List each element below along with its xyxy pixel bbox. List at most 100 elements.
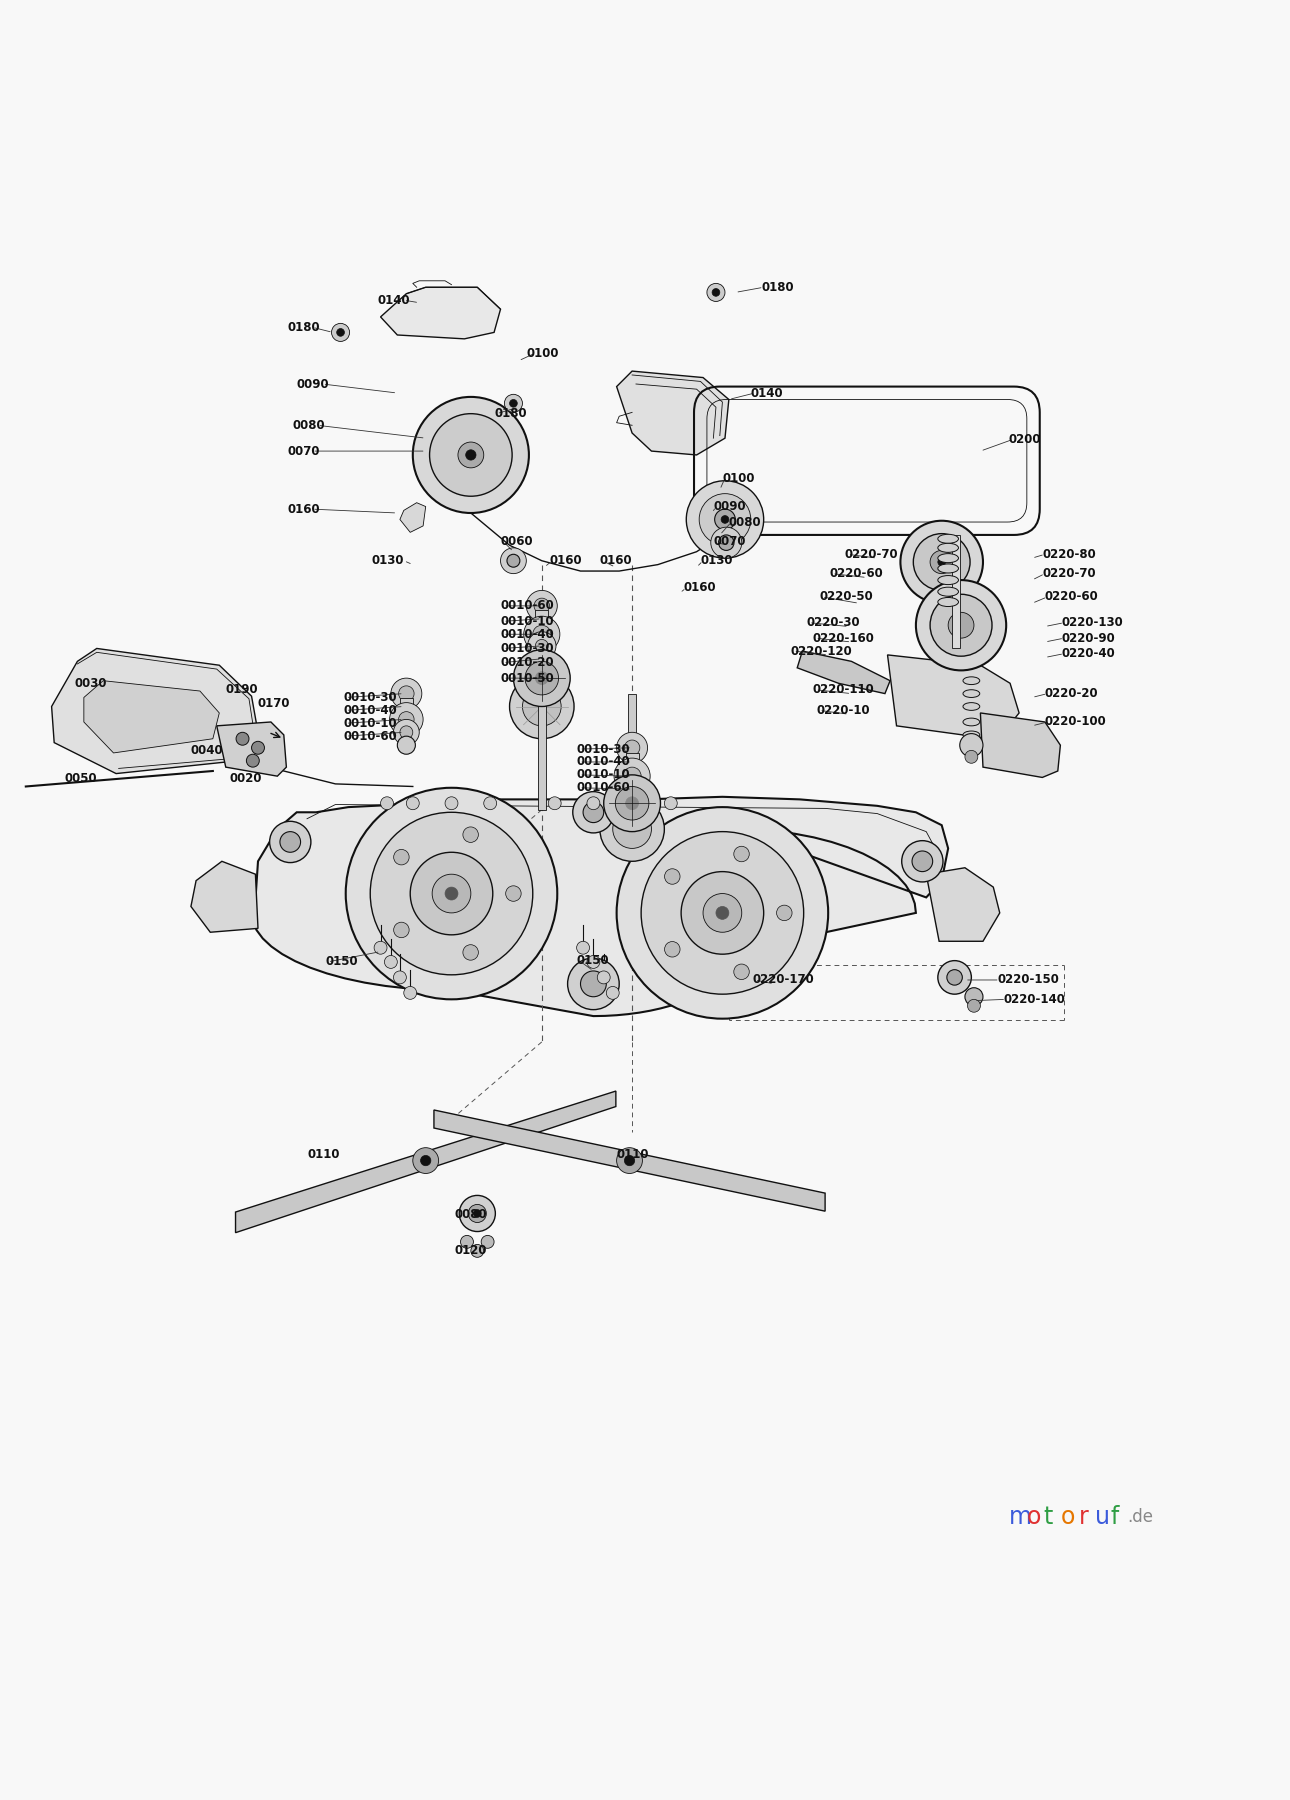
Text: 0220-70: 0220-70 [845,547,899,562]
Text: 0010-40: 0010-40 [501,628,555,641]
Text: 0180: 0180 [761,281,793,293]
Bar [400,698,413,715]
Polygon shape [252,797,948,1015]
Circle shape [965,988,983,1006]
Circle shape [507,554,520,567]
Circle shape [734,965,749,979]
Circle shape [902,841,943,882]
Polygon shape [400,502,426,533]
Circle shape [912,851,933,871]
Text: 0130: 0130 [372,554,404,567]
Circle shape [458,443,484,468]
Circle shape [535,671,548,684]
Circle shape [384,956,397,968]
Text: o: o [1060,1505,1075,1528]
Polygon shape [888,655,1019,738]
Text: 0090: 0090 [713,500,746,513]
Text: 0070: 0070 [713,535,746,547]
Circle shape [381,797,393,810]
Text: 0220-150: 0220-150 [997,974,1059,986]
Circle shape [406,797,419,810]
Circle shape [900,520,983,603]
Bar [538,661,546,810]
Circle shape [524,616,560,652]
Circle shape [721,515,729,524]
Circle shape [506,886,521,902]
Text: 0220-140: 0220-140 [1004,994,1066,1006]
Text: 0180: 0180 [494,407,526,419]
Text: 0220-10: 0220-10 [817,704,871,716]
Ellipse shape [938,576,958,585]
Circle shape [583,803,604,823]
Circle shape [617,806,828,1019]
Circle shape [615,787,649,821]
Circle shape [716,907,729,920]
Circle shape [734,846,749,862]
Text: 0010-50: 0010-50 [501,671,555,684]
Circle shape [484,797,497,810]
Circle shape [510,400,517,407]
Text: 0220-70: 0220-70 [1042,567,1096,580]
Text: 0080: 0080 [454,1208,486,1220]
Circle shape [445,797,458,810]
Circle shape [664,797,677,810]
Circle shape [938,558,946,565]
Circle shape [471,1244,484,1258]
Circle shape [664,941,680,958]
Text: 0130: 0130 [700,554,733,567]
Ellipse shape [962,718,980,725]
Text: 0010-10: 0010-10 [343,716,397,729]
Circle shape [548,797,561,810]
Text: 0100: 0100 [722,472,755,484]
Circle shape [393,922,409,938]
Circle shape [332,324,350,342]
Circle shape [916,580,1006,670]
Text: 0220-60: 0220-60 [829,567,884,580]
Text: 0030: 0030 [75,677,107,689]
Text: 0220-120: 0220-120 [791,644,853,657]
Bar [626,752,639,770]
Text: 0010-10: 0010-10 [501,616,555,628]
Text: 0090: 0090 [297,378,329,391]
Text: 0110: 0110 [617,1148,649,1161]
Text: 0220-60: 0220-60 [1045,590,1099,603]
Circle shape [613,810,651,848]
Ellipse shape [962,731,980,738]
Text: 0220-40: 0220-40 [1062,648,1116,661]
Circle shape [534,598,550,614]
Circle shape [777,905,792,920]
Text: r: r [1078,1505,1089,1528]
Circle shape [535,639,548,652]
Circle shape [533,625,551,643]
Circle shape [712,288,720,297]
Circle shape [664,869,680,884]
Circle shape [370,812,533,976]
Circle shape [681,871,764,954]
Text: 0150: 0150 [577,954,609,967]
Text: 0080: 0080 [729,515,761,529]
Text: 0010-60: 0010-60 [343,729,397,743]
Circle shape [252,742,264,754]
Circle shape [404,986,417,999]
Ellipse shape [938,544,958,553]
Text: 0200: 0200 [1009,434,1041,446]
Circle shape [619,776,645,803]
Circle shape [938,961,971,994]
Text: 0110: 0110 [307,1148,339,1161]
Bar [952,535,960,648]
Circle shape [699,493,751,545]
Circle shape [337,329,344,337]
Circle shape [413,398,529,513]
Text: 0160: 0160 [550,554,582,567]
Text: 0220-110: 0220-110 [813,684,875,697]
Text: 0020: 0020 [230,772,262,785]
Polygon shape [617,371,729,455]
Circle shape [399,686,414,702]
Circle shape [468,1204,486,1222]
Circle shape [577,941,590,954]
Text: 0120: 0120 [454,1244,486,1258]
Text: 0220-160: 0220-160 [813,632,875,644]
Circle shape [707,283,725,301]
Circle shape [513,650,570,706]
Text: 0170: 0170 [258,697,290,711]
